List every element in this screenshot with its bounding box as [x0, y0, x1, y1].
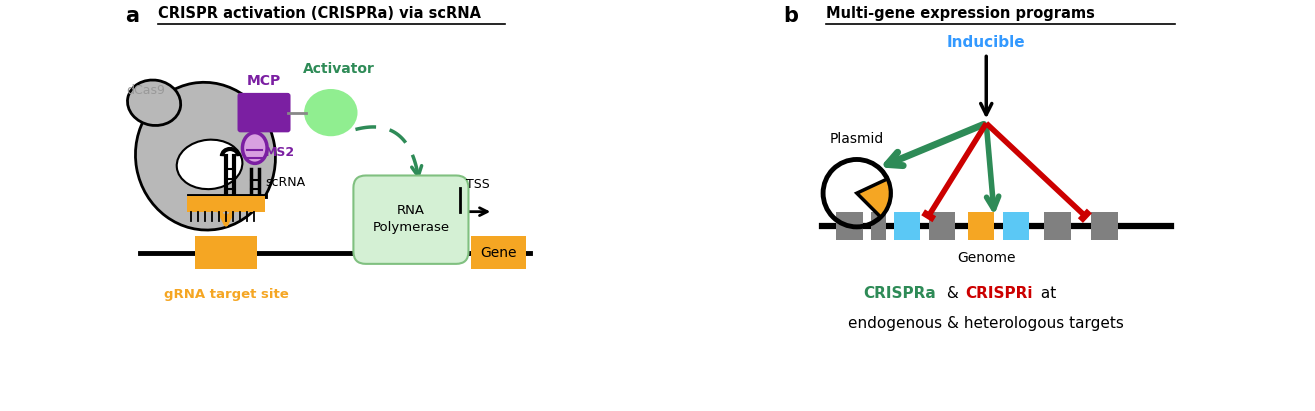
- Text: Gene: Gene: [480, 246, 517, 260]
- Bar: [1003, 212, 1030, 240]
- Text: endogenous & heterologous targets: endogenous & heterologous targets: [848, 316, 1124, 331]
- Text: at: at: [1036, 286, 1057, 300]
- Ellipse shape: [176, 140, 242, 189]
- Ellipse shape: [304, 89, 358, 136]
- Text: b: b: [782, 6, 798, 26]
- Bar: [968, 212, 994, 240]
- Text: CRISPRi: CRISPRi: [965, 286, 1034, 300]
- Text: Activator: Activator: [302, 62, 375, 76]
- Bar: [836, 212, 863, 240]
- Bar: [1091, 212, 1118, 240]
- Ellipse shape: [128, 80, 180, 125]
- Text: MS2: MS2: [266, 145, 295, 159]
- Text: MCP: MCP: [247, 74, 281, 88]
- Wedge shape: [857, 179, 890, 217]
- Ellipse shape: [135, 82, 275, 230]
- Bar: [928, 212, 956, 240]
- FancyBboxPatch shape: [238, 93, 291, 132]
- Bar: [871, 212, 885, 240]
- Text: Multi-gene expression programs: Multi-gene expression programs: [826, 6, 1095, 21]
- Text: Genome: Genome: [957, 251, 1015, 265]
- Text: dCas9: dCas9: [126, 84, 166, 97]
- Bar: [195, 236, 256, 269]
- Text: Inducible: Inducible: [947, 35, 1026, 50]
- Text: CRISPRa: CRISPRa: [863, 286, 936, 300]
- Text: Plasmid: Plasmid: [830, 132, 884, 146]
- Text: a: a: [125, 6, 139, 26]
- FancyBboxPatch shape: [354, 175, 468, 264]
- Text: gRNA target site: gRNA target site: [163, 288, 288, 301]
- Bar: [894, 212, 920, 240]
- Ellipse shape: [242, 132, 267, 163]
- Text: TSS: TSS: [467, 178, 490, 191]
- Text: CRISPR activation (CRISPRa) via scRNA: CRISPR activation (CRISPRa) via scRNA: [158, 6, 481, 21]
- Bar: [187, 196, 266, 212]
- Bar: [471, 236, 526, 269]
- Text: RNA
Polymerase: RNA Polymerase: [372, 204, 450, 233]
- Text: &: &: [942, 286, 964, 300]
- Text: scRNA: scRNA: [266, 176, 305, 189]
- Bar: [1044, 212, 1070, 240]
